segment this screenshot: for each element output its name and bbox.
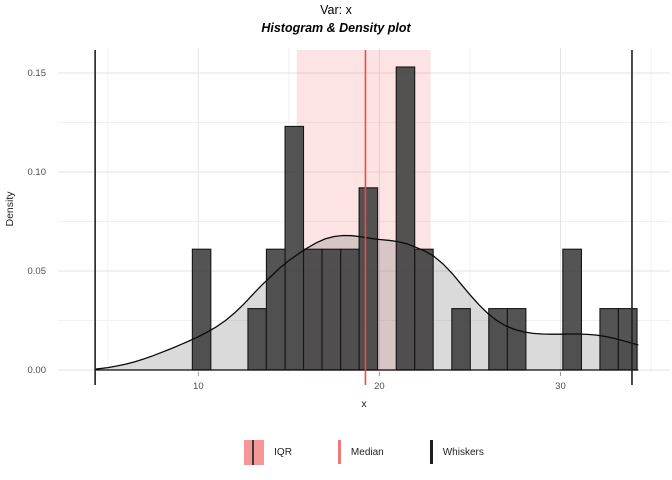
legend-item-whiskers: Whiskers: [429, 440, 484, 464]
median-key-line-icon: [337, 440, 341, 464]
y-axis-title: Density: [4, 191, 16, 227]
histogram-bar: [321, 248, 342, 371]
histogram-bar: [617, 308, 638, 371]
legend-item-median: Median: [337, 440, 384, 464]
histogram-bar: [506, 308, 527, 371]
legend-label-iqr: IQR: [274, 446, 292, 458]
legend-label-median: Median: [350, 446, 384, 458]
histogram-bar: [451, 308, 471, 371]
histogram-bar: [414, 248, 434, 371]
iqr-swatch-line-icon: [252, 439, 255, 465]
histogram-bar: [191, 248, 212, 371]
density-curve: [95, 234, 639, 370]
x-axis-title: x: [361, 398, 367, 410]
whiskers-key-line-icon: [429, 440, 433, 464]
histogram-bar: [302, 248, 323, 371]
x-tick-label: 20: [374, 381, 385, 392]
histogram-bar: [358, 187, 379, 371]
x-tick-label: 10: [193, 381, 204, 392]
histogram-bar: [284, 125, 305, 371]
y-tick-label: 0.05: [28, 266, 47, 277]
histogram-bar: [562, 248, 583, 371]
x-tick-label: 30: [555, 381, 566, 392]
chart-title: Var: x: [320, 3, 352, 17]
y-tick-label: 0.10: [28, 167, 47, 178]
histogram-bar: [340, 248, 360, 371]
chart-subtitle: Histogram & Density plot: [261, 21, 411, 35]
histogram-bar: [247, 308, 267, 371]
y-tick-label: 0.00: [28, 365, 47, 376]
legend-label-whiskers: Whiskers: [442, 446, 484, 458]
histogram-bar: [488, 308, 508, 371]
legend-item-iqr: IQR: [244, 439, 292, 465]
legend: IQR Median Whiskers: [58, 436, 670, 468]
iqr-swatch-icon: [244, 439, 265, 465]
y-tick-label: 0.15: [28, 68, 47, 79]
histogram-bar: [395, 66, 416, 371]
histogram-bar: [265, 248, 286, 371]
